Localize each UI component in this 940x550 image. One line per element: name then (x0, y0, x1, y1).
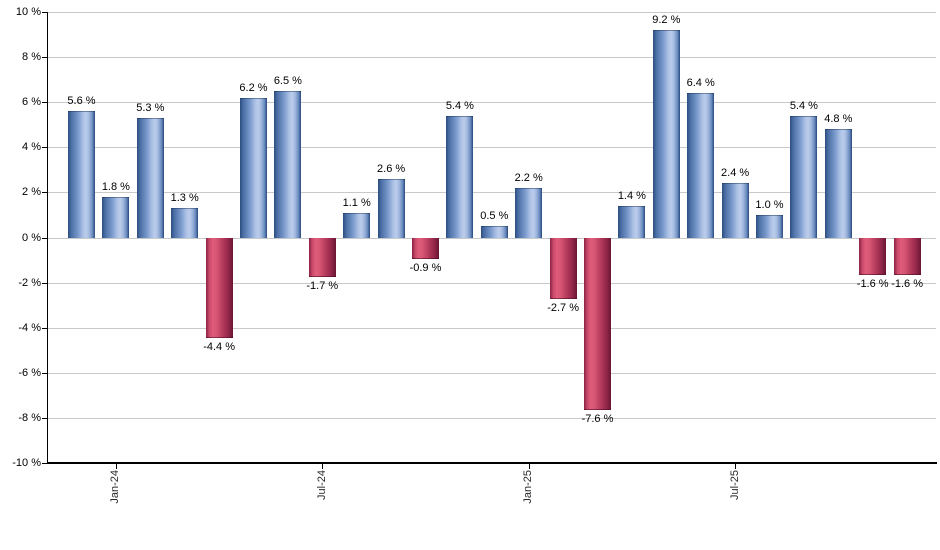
bar-value-label: 5.6 % (67, 95, 96, 108)
bar-negative (308, 237, 336, 277)
bar-positive (652, 30, 680, 239)
x-axis-tick (115, 463, 117, 469)
bar-positive (721, 183, 749, 239)
bar-positive (756, 214, 783, 239)
y-axis-tick (42, 372, 47, 374)
y-axis-tick (42, 192, 47, 194)
y-axis-tick-label: 0 % (22, 231, 41, 244)
bar-positive (515, 187, 543, 239)
bar-value-label: -1.6 % (856, 277, 889, 290)
bar-positive (343, 212, 371, 239)
bar-value-label: 9.2 % (652, 14, 681, 27)
bar-value-label: 6.2 % (239, 81, 268, 94)
y-axis-tick-label: 6 % (22, 96, 41, 109)
bar-negative (893, 237, 921, 275)
bar-value-label: 5.4 % (445, 99, 474, 112)
y-axis-tick (42, 147, 47, 149)
y-axis-tick-label: 2 % (22, 186, 41, 199)
y-axis-tick-label: -10 % (12, 457, 41, 469)
gridline (47, 192, 936, 194)
x-axis-tick-label: Jan-25 (522, 470, 535, 504)
bar-positive (68, 111, 95, 239)
bar-positive (446, 115, 474, 239)
y-axis-tick-label: 10 % (15, 6, 41, 18)
bar-value-label: 1.3 % (170, 192, 199, 205)
gridline (47, 12, 936, 13)
y-axis-tick (42, 327, 47, 329)
y-axis-tick-label: 4 % (22, 141, 41, 154)
bar-negative (205, 237, 233, 338)
bar-positive (102, 196, 130, 239)
bar-negative (549, 237, 577, 300)
bar-value-label: 6.4 % (686, 77, 715, 90)
bar-positive (480, 226, 508, 239)
bar-value-label: 5.3 % (136, 101, 165, 114)
bar-negative (584, 237, 611, 410)
bar-positive (687, 93, 715, 239)
bar-value-label: -0.9 % (409, 261, 442, 274)
bar-value-label: 6.5 % (273, 74, 302, 87)
bar-positive (240, 97, 267, 239)
bar-value-label: -7.6 % (581, 412, 614, 425)
gridline (47, 327, 936, 329)
gridline (47, 372, 936, 374)
x-axis-tick (528, 463, 530, 469)
bar-value-label: 2.2 % (514, 171, 543, 184)
bar-negative (412, 237, 439, 259)
y-axis-tick-label: -6 % (18, 366, 41, 379)
x-axis-tick-label: Jul-25 (728, 470, 741, 500)
gridline (47, 282, 936, 284)
bar-positive (171, 208, 199, 239)
bar-negative (859, 237, 887, 275)
bar-positive (136, 117, 164, 239)
y-axis-tick (42, 417, 47, 419)
y-axis-tick (42, 12, 47, 13)
bar-value-label: 2.6 % (377, 162, 406, 175)
x-axis-tick-label: Jan-24 (109, 470, 122, 504)
bar-positive (377, 178, 405, 239)
bar-positive (618, 205, 646, 239)
bar-value-label: 2.4 % (721, 167, 750, 180)
bar-value-label: 5.4 % (789, 99, 818, 112)
y-axis-tick (42, 237, 47, 239)
y-axis-tick-label: -8 % (18, 411, 41, 424)
x-axis-tick (322, 463, 324, 469)
y-axis-tick-label: -2 % (18, 276, 41, 289)
bar-value-label: -1.7 % (306, 279, 339, 292)
y-axis-tick (42, 57, 47, 59)
bar-positive (824, 129, 852, 239)
y-axis-line (47, 12, 48, 463)
x-axis-tick-label: Jul-24 (315, 470, 328, 500)
bar-positive (790, 115, 818, 239)
bar-value-label: -1.6 % (891, 277, 923, 290)
x-axis-tick (735, 463, 737, 469)
bar-value-label: 1.0 % (755, 198, 784, 211)
y-axis-tick-label: -4 % (18, 321, 41, 334)
bar-value-label: -4.4 % (203, 340, 235, 353)
bar-value-label: 1.4 % (617, 189, 646, 202)
bar-positive (274, 90, 302, 239)
bar-value-label: 0.5 % (480, 210, 509, 223)
y-axis-tick (42, 282, 47, 284)
y-axis-tick (42, 102, 47, 104)
gridline (47, 57, 936, 59)
bar-value-label: -2.7 % (547, 302, 579, 315)
bar-value-label: 1.8 % (101, 180, 130, 193)
bar-value-label: 4.8 % (824, 113, 853, 126)
gridline (47, 102, 936, 104)
x-axis-line (47, 462, 937, 464)
gridline (47, 147, 936, 149)
y-axis-tick-label: 8 % (22, 51, 41, 64)
bar-value-label: 1.1 % (342, 196, 371, 209)
y-axis-tick (42, 463, 47, 464)
gridline (47, 417, 936, 419)
